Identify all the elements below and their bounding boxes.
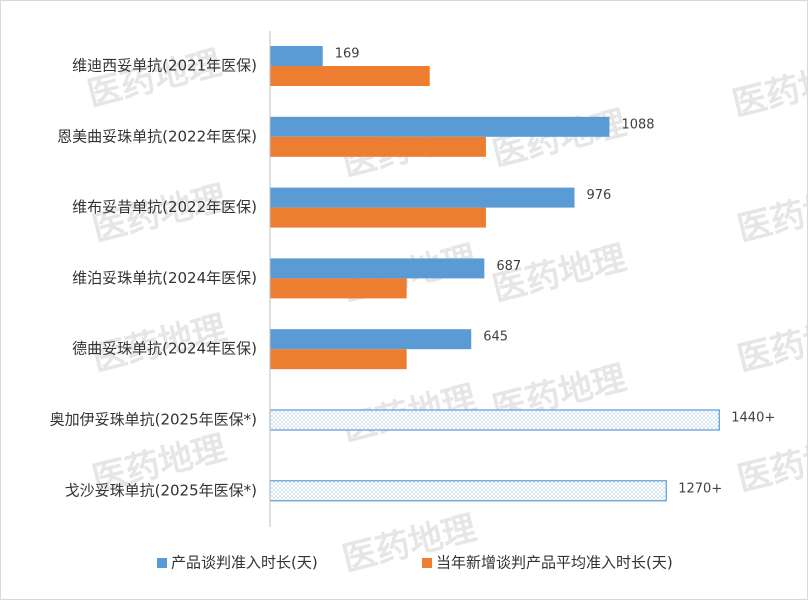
- bar-negotiation-duration: [270, 187, 575, 208]
- legend-swatch: [422, 558, 432, 568]
- bar-negotiation-duration: [269, 480, 667, 502]
- watermark-text: 医药地理: [734, 428, 807, 500]
- bar-average-duration: [270, 349, 407, 370]
- watermark-text: 医药地理: [734, 178, 807, 250]
- watermark-text: 医药地理: [84, 43, 226, 115]
- bars-layer: [269, 46, 720, 502]
- category-label: 维布妥昔单抗(2022年医保): [72, 198, 257, 216]
- legend-label: 产品谈判准入时长(天): [171, 554, 318, 572]
- bar-negotiation-duration: [270, 46, 323, 66]
- watermark-text: 医药地理: [489, 103, 631, 175]
- legend-label: 当年新增谈判产品平均准入时长(天): [436, 554, 673, 572]
- category-label: 维泊妥珠单抗(2024年医保): [72, 269, 257, 287]
- data-label: 687: [496, 259, 521, 274]
- data-labels: 169 1088 976 687 645 1440+ 1270+: [335, 47, 776, 497]
- data-label: 1088: [621, 117, 654, 132]
- data-label: 1440+: [731, 411, 775, 426]
- category-labels: 维迪西妥单抗(2021年医保) 恩美曲妥珠单抗(2022年医保) 维布妥昔单抗(20…: [50, 57, 257, 500]
- bar-average-duration: [270, 207, 486, 228]
- bar-negotiation-duration: [270, 258, 485, 279]
- bar-negotiation-duration: [270, 329, 472, 350]
- category-label: 维迪西妥单抗(2021年医保): [72, 57, 257, 75]
- data-label: 1270+: [678, 481, 722, 496]
- category-label: 戈沙妥珠单抗(2025年医保*): [65, 481, 257, 499]
- data-label: 976: [587, 188, 612, 203]
- category-label: 奥加伊妥珠单抗(2025年医保*): [50, 411, 257, 429]
- bar-negotiation-duration: [269, 409, 720, 431]
- bar-negotiation-duration: [270, 116, 610, 137]
- legend-swatch: [157, 558, 167, 568]
- watermark-text: 医药地理: [729, 53, 807, 125]
- watermark-text: 医药地理: [734, 308, 807, 380]
- legend: 产品谈判准入时长(天) 当年新增谈判产品平均准入时长(天): [157, 554, 673, 572]
- bar-average-duration: [270, 136, 486, 157]
- bar-average-duration: [270, 66, 430, 86]
- data-label: 169: [335, 47, 360, 62]
- category-label: 恩美曲妥珠单抗(2022年医保): [57, 127, 257, 145]
- category-label: 德曲妥珠单抗(2024年医保): [72, 340, 257, 358]
- bar-average-duration: [270, 278, 407, 299]
- data-label: 645: [483, 330, 508, 345]
